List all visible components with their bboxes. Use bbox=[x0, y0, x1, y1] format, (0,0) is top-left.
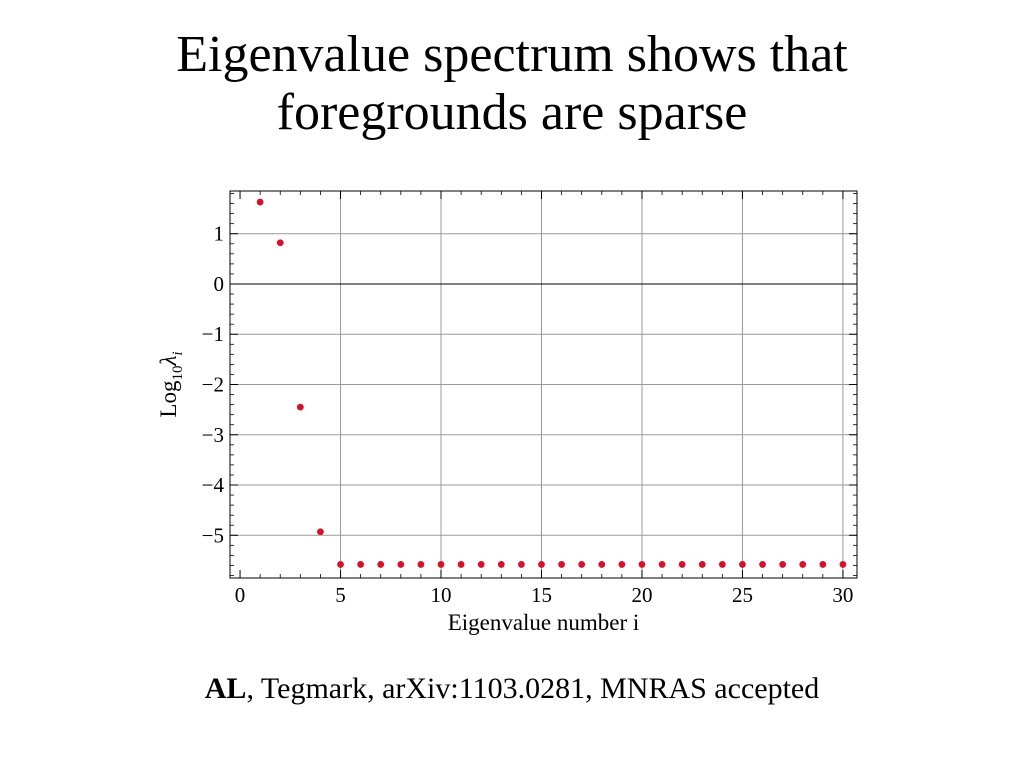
x-tick-label: 0 bbox=[235, 583, 246, 607]
data-point bbox=[417, 561, 425, 568]
x-tick-label: 30 bbox=[832, 583, 853, 607]
x-tick-label: 10 bbox=[431, 583, 452, 607]
data-point bbox=[296, 403, 304, 411]
data-point bbox=[397, 561, 405, 568]
citation-text: , Tegmark, arXiv:1103.0281, MNRAS accept… bbox=[246, 672, 820, 705]
data-point bbox=[497, 561, 505, 568]
citation-author: AL bbox=[204, 672, 247, 705]
data-point bbox=[799, 561, 807, 568]
y-tick-label: −5 bbox=[202, 523, 224, 547]
data-point bbox=[558, 561, 565, 568]
data-point bbox=[357, 561, 365, 568]
slide-title: Eigenvalue spectrum shows that foregroun… bbox=[0, 26, 1024, 142]
y-axis-label: Log10λi bbox=[156, 351, 186, 417]
data-point bbox=[276, 239, 284, 247]
data-point bbox=[658, 561, 666, 568]
y-tick-label: −4 bbox=[202, 473, 225, 497]
slide-title-line-2: foregrounds are sparse bbox=[276, 84, 748, 141]
data-point bbox=[698, 561, 706, 568]
data-point bbox=[779, 561, 787, 568]
data-point bbox=[638, 561, 646, 568]
y-tick-label: 1 bbox=[214, 222, 225, 246]
citation: AL, Tegmark, arXiv:1103.0281, MNRAS acce… bbox=[0, 672, 1024, 706]
data-point bbox=[598, 561, 606, 568]
data-point bbox=[256, 198, 264, 206]
data-point bbox=[739, 561, 746, 568]
data-point bbox=[618, 561, 626, 568]
data-point bbox=[819, 561, 827, 568]
data-point bbox=[337, 561, 344, 568]
data-point bbox=[538, 561, 545, 568]
y-tick-label: −2 bbox=[202, 373, 224, 397]
data-points bbox=[256, 198, 847, 568]
data-point bbox=[377, 561, 385, 568]
data-point bbox=[718, 561, 726, 568]
data-point bbox=[578, 561, 586, 568]
y-axis-label-symbol-sub: i bbox=[170, 351, 186, 355]
data-point bbox=[477, 561, 485, 568]
data-point bbox=[437, 561, 445, 568]
x-tick-label: 5 bbox=[335, 583, 346, 607]
data-point bbox=[317, 528, 324, 536]
y-tick-label: −1 bbox=[202, 322, 224, 346]
x-axis-label: Eigenvalue number i bbox=[448, 610, 640, 635]
y-axis-label-sub: 10 bbox=[170, 366, 186, 381]
y-axis-label-symbol: λ bbox=[156, 356, 181, 367]
slide-title-line-1: Eigenvalue spectrum shows that bbox=[176, 26, 848, 83]
x-tick-label: 20 bbox=[631, 583, 652, 607]
data-point bbox=[457, 561, 465, 568]
y-tick-label: −3 bbox=[202, 423, 224, 447]
y-tick-label: 0 bbox=[214, 272, 225, 296]
x-tick-label: 15 bbox=[531, 583, 552, 607]
data-point bbox=[839, 561, 847, 568]
y-axis-label-main: Log bbox=[156, 380, 181, 418]
data-point bbox=[759, 561, 766, 568]
x-tick-label: 25 bbox=[732, 583, 753, 607]
grid-lines bbox=[230, 191, 857, 578]
data-point bbox=[517, 561, 525, 568]
data-point bbox=[678, 561, 686, 568]
